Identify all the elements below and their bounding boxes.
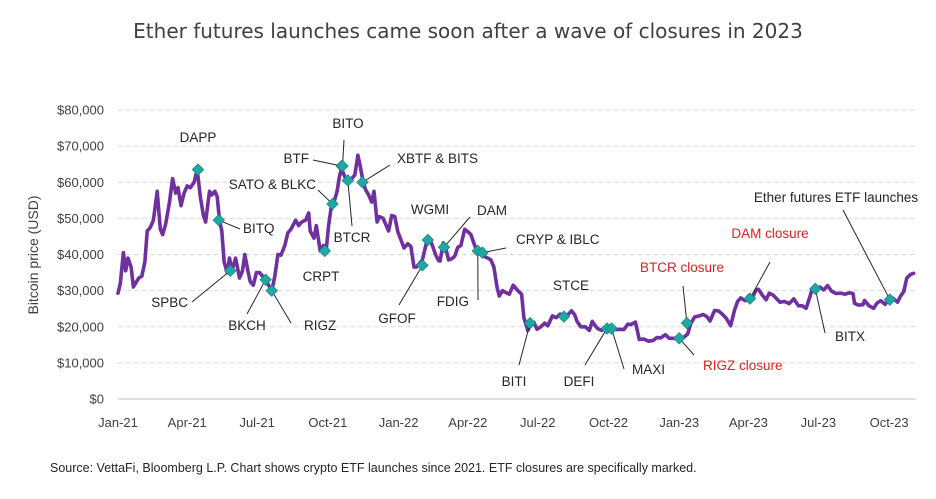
etf-marker <box>191 163 205 176</box>
annotation-label: BKCH <box>228 318 266 333</box>
etf-marker <box>523 316 537 330</box>
etf-marker <box>212 213 225 227</box>
x-tick-label: Apr-21 <box>168 415 207 430</box>
annotation-leader <box>191 270 231 303</box>
annotation-leader <box>842 209 891 300</box>
x-tick-label: Jan-21 <box>98 415 138 430</box>
annotation-label: GFOF <box>378 311 416 326</box>
annotation-leader <box>749 261 771 299</box>
annotation-label: BITO <box>332 116 363 131</box>
annotation-label: BITI <box>502 374 527 389</box>
x-tick-label: Oct-22 <box>589 415 628 430</box>
x-axis-ticks: Jan-21 Apr-21 Jul-21 Oct-21 Jan-22 Apr-22 Jul-… <box>98 415 908 430</box>
annotation-label: BTCR <box>334 230 371 245</box>
etf-marker <box>259 273 272 287</box>
chart-title: Ether futures launches came soon after a… <box>133 19 803 43</box>
gridlines <box>118 109 916 400</box>
y-tick-label: $60,000 <box>57 175 104 190</box>
annotation-leader <box>398 265 423 306</box>
annotation-label: BTCR closure <box>640 260 724 275</box>
annotation-label: DAM <box>477 203 507 218</box>
annotation-label: SATO & BLKC <box>229 177 317 192</box>
annotation-leader <box>611 328 625 370</box>
x-tick-label: Apr-22 <box>448 415 487 430</box>
annotation-label: FDIG <box>437 294 469 309</box>
etf-marker <box>743 292 757 305</box>
annotation-label: DEFI <box>564 374 595 389</box>
x-tick-label: Jul-23 <box>801 415 836 430</box>
etf-marker <box>605 322 618 335</box>
annotation-label: MAXI <box>632 362 665 377</box>
annotation-leader <box>443 216 471 248</box>
etf-marker <box>341 174 355 187</box>
annotation-leader <box>518 323 531 366</box>
annotation-label: BTF <box>284 151 310 166</box>
y-axis-label: Bitcoin price (USD) <box>25 195 41 314</box>
etf-marker <box>809 282 822 296</box>
etf-event-markers <box>191 159 897 345</box>
annotation-leader <box>246 279 267 315</box>
annotation-leader <box>271 290 292 324</box>
x-tick-label: Jan-23 <box>659 415 699 430</box>
annotation-label: STCE <box>553 278 589 293</box>
annotation-label: RIGZ closure <box>703 358 783 373</box>
annotation-label: CRYP & IBLC <box>516 232 600 247</box>
annotation-label: DAPP <box>180 130 217 145</box>
etf-marker <box>680 316 694 330</box>
etf-marker <box>336 159 349 173</box>
annotation-leader <box>362 164 391 183</box>
annotation-leader-lines <box>191 139 891 370</box>
annotation-leader <box>814 288 826 334</box>
source-note: Source: VettaFi, Bloomberg L.P. Chart sh… <box>50 461 697 475</box>
etf-marker <box>421 233 435 247</box>
annotation-label: SPBC <box>151 295 188 310</box>
etf-marker <box>476 246 489 259</box>
x-tick-label: Jul-22 <box>520 415 555 430</box>
etf-marker <box>356 176 369 189</box>
annotation-leader <box>682 285 688 324</box>
annotation-leader <box>584 328 608 366</box>
y-tick-label: $30,000 <box>57 283 104 298</box>
annotation-label: DAM closure <box>731 226 808 241</box>
y-tick-label: $10,000 <box>57 355 104 370</box>
y-axis-ticks: $0 $10,000 $20,000 $30,000 $40,000 $50,000 $60… <box>57 103 104 407</box>
etf-marker <box>416 259 429 272</box>
annotation-label: BITQ <box>243 221 275 236</box>
y-tick-label: $40,000 <box>57 247 104 262</box>
y-tick-label: $0 <box>90 392 104 407</box>
etf-marker <box>883 293 897 306</box>
etf-marker <box>326 197 339 211</box>
annotation-label: WGMI <box>411 202 449 217</box>
annotation-labels: DAPP BITQ SPBC BKCH RIGZ CRPT SATO & BLKC BTF BI… <box>151 116 918 389</box>
etf-marker <box>265 284 278 297</box>
annotation-label: Ether futures ETF launches <box>754 190 919 205</box>
annotation-label: XBTF & BITS <box>397 151 478 166</box>
annotation-label: CRPT <box>303 269 340 284</box>
x-tick-label: Oct-23 <box>870 415 909 430</box>
x-tick-label: Oct-21 <box>308 415 347 430</box>
etf-marker <box>672 332 686 345</box>
etf-marker <box>318 244 332 258</box>
y-tick-label: $80,000 <box>57 103 104 118</box>
etf-marker <box>224 264 237 277</box>
x-tick-label: Jan-22 <box>379 415 419 430</box>
etf-marker <box>557 310 571 323</box>
x-tick-label: Jul-21 <box>239 415 274 430</box>
annotation-leader <box>347 180 353 227</box>
etf-marker <box>437 241 451 254</box>
y-tick-label: $50,000 <box>57 211 104 226</box>
y-tick-label: $70,000 <box>57 139 104 154</box>
y-tick-label: $20,000 <box>57 319 104 334</box>
annotation-label: BITX <box>835 329 865 344</box>
x-tick-label: Apr-23 <box>729 415 768 430</box>
annotation-label: RIGZ <box>304 318 336 333</box>
